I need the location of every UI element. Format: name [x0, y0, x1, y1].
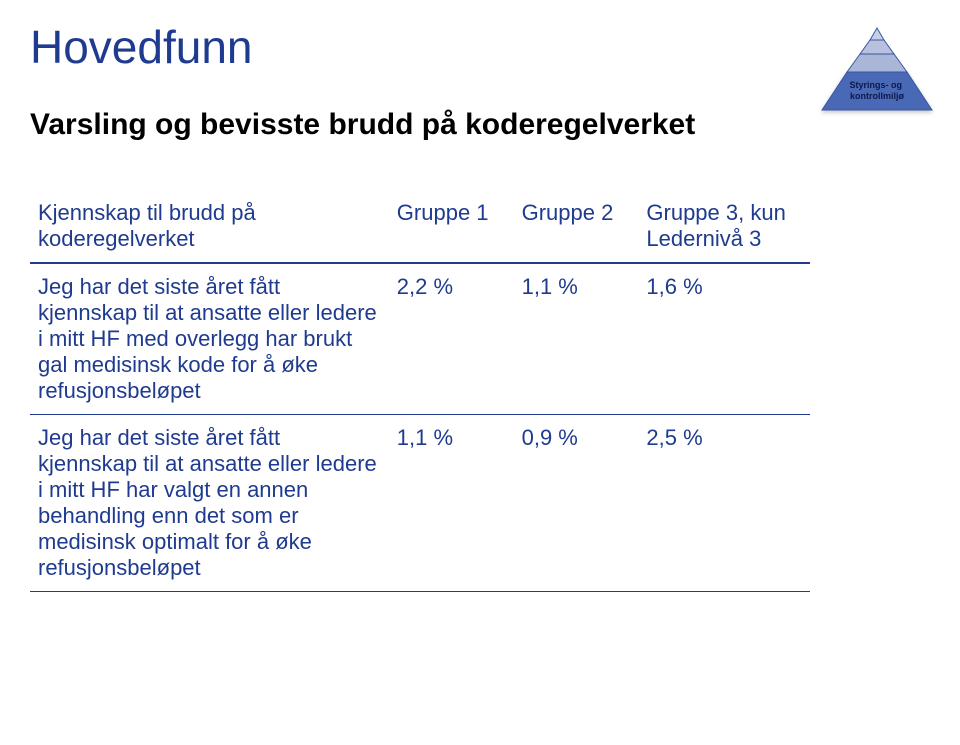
cell-g2: 1,1 %	[514, 263, 639, 415]
col-header-g2: Gruppe 2	[514, 190, 639, 263]
pyramid-label-line1: Styrings- og	[849, 80, 902, 90]
cell-g2: 0,9 %	[514, 415, 639, 592]
page-title: Hovedfunn	[30, 20, 930, 74]
page-subtitle: Varsling og bevisste brudd på koderegelv…	[30, 108, 930, 142]
pyramid-icon: Styrings- og kontrollmiljø	[812, 10, 942, 120]
data-table: Kjennskap til brudd på koderegelverket G…	[30, 190, 810, 592]
svg-text:Styrings- og kontrollm: Styrings- og kontrollmiljø	[849, 80, 904, 101]
cell-g3: 2,5 %	[638, 415, 810, 592]
table-row: Jeg har det siste året fått kjennskap ti…	[30, 415, 810, 592]
cell-desc: Jeg har det siste året fått kjennskap ti…	[30, 263, 389, 415]
col-header-desc: Kjennskap til brudd på koderegelverket	[30, 190, 389, 263]
cell-desc: Jeg har det siste året fått kjennskap ti…	[30, 415, 389, 592]
data-table-wrap: Kjennskap til brudd på koderegelverket G…	[30, 190, 810, 592]
col-header-g1: Gruppe 1	[389, 190, 514, 263]
pyramid-label-line2: kontrollmiljø	[850, 91, 905, 101]
slide-root: Hovedfunn Styrings- og kontrollmiljø	[0, 0, 960, 745]
table-header-row: Kjennskap til brudd på koderegelverket G…	[30, 190, 810, 263]
col-header-g3: Gruppe 3, kun Ledernivå 3	[638, 190, 810, 263]
table-row: Jeg har det siste året fått kjennskap ti…	[30, 263, 810, 415]
cell-g1: 1,1 %	[389, 415, 514, 592]
cell-g3: 1,6 %	[638, 263, 810, 415]
cell-g1: 2,2 %	[389, 263, 514, 415]
